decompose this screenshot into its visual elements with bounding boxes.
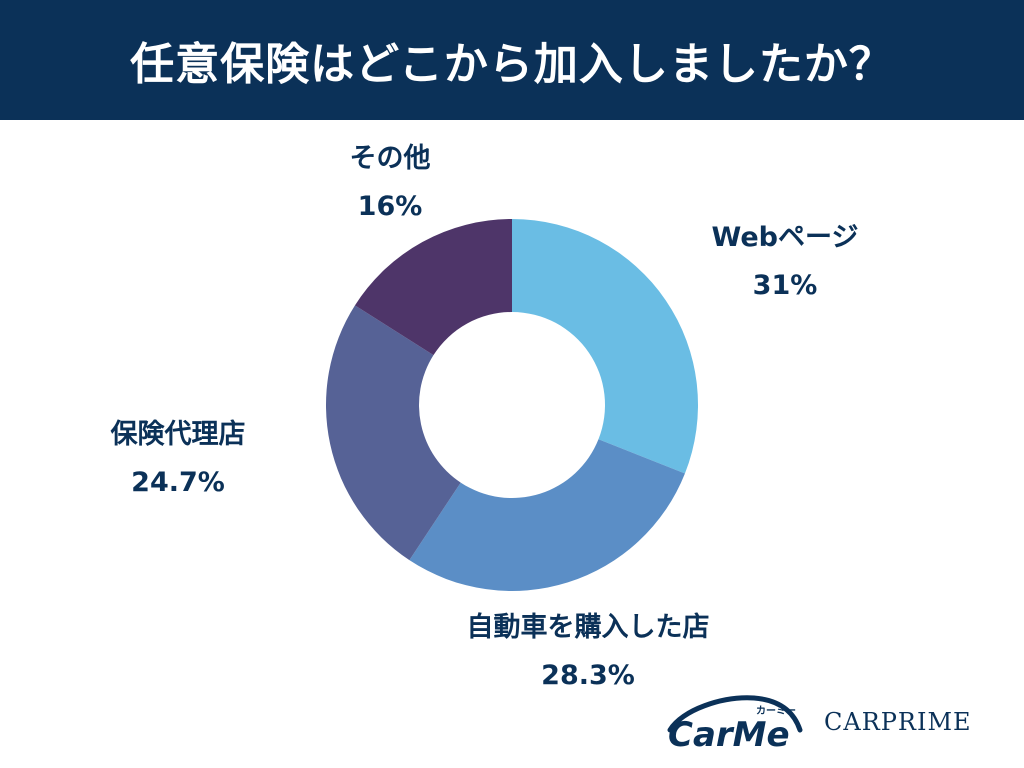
slice-value-agency: 24.7% xyxy=(131,467,225,498)
title-banner: 任意保険はどこから加入しましたか？ xyxy=(0,0,1024,120)
slice-name-agency: 保険代理店 xyxy=(110,419,246,450)
slice-name-other: その他 xyxy=(349,143,431,174)
slice-other xyxy=(354,218,512,356)
label-slice-other: その他 16% xyxy=(350,135,431,231)
label-slice-agency: 保険代理店 24.7% xyxy=(111,411,246,507)
slice-name-dealer: 自動車を購入した店 xyxy=(466,612,710,643)
slice-dealer xyxy=(409,439,685,591)
label-slice-dealer: 自動車を購入した店 28.3% xyxy=(467,604,710,700)
carprime-logo: CARPRIME xyxy=(824,708,972,736)
carme-logo: カーミー CarMe xyxy=(667,695,803,752)
slice-agency xyxy=(326,305,461,561)
carme-kana: カーミー xyxy=(756,705,796,717)
chart-title: 任意保険はどこから加入しましたか？ xyxy=(130,39,894,90)
slice-name-web: Webページ xyxy=(711,222,859,253)
carme-wordmark: CarMe xyxy=(668,715,790,752)
slice-value-other: 16% xyxy=(357,191,423,222)
slice-web xyxy=(512,219,698,474)
slice-value-dealer: 28.3% xyxy=(541,660,635,691)
label-slice-web: Webページ 31% xyxy=(712,214,859,310)
slice-value-web: 31% xyxy=(752,270,818,301)
